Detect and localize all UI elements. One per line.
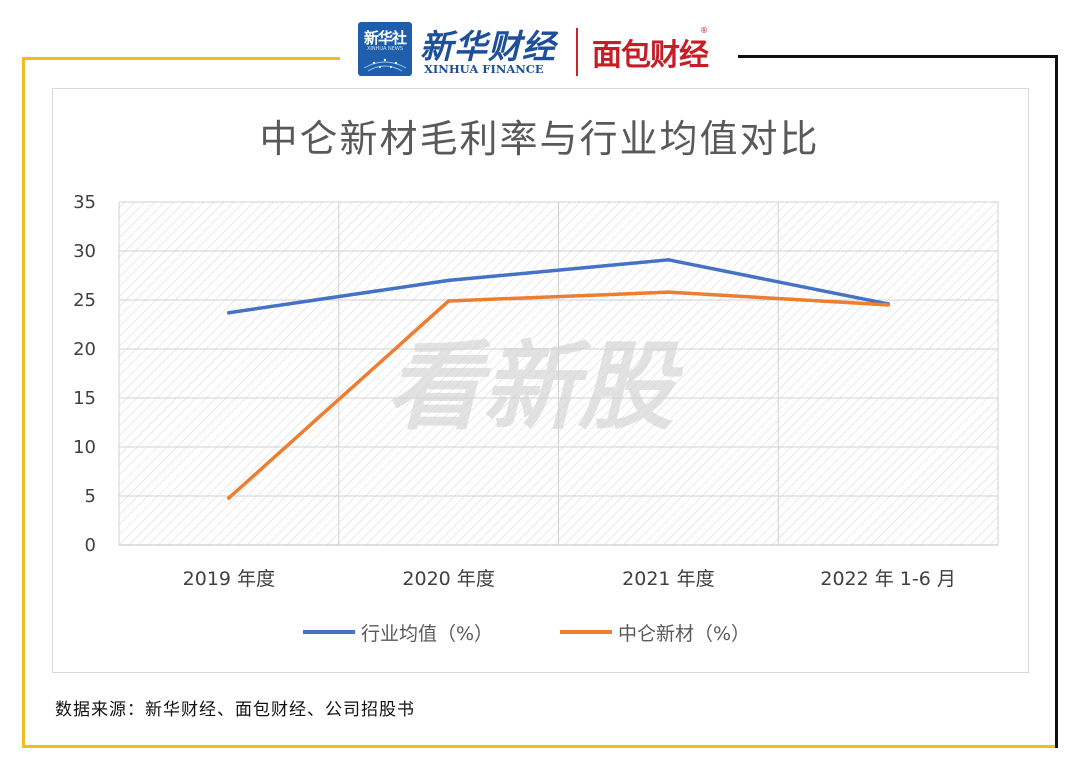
legend-swatch-company: [560, 630, 612, 634]
logo-divider: [576, 28, 578, 76]
series-line-company: [227, 290, 890, 500]
globe-icon: [363, 58, 407, 72]
legend-label-industry: 行业均值（%）: [361, 622, 494, 645]
y-tick-label: 30: [73, 241, 96, 262]
y-tick-label: 35: [73, 192, 96, 213]
header-logos: 新华社 XINHUA NEWS 新华财经 XINHUA FINANCE 面包财经…: [358, 20, 728, 80]
series-line-industry: [227, 258, 890, 315]
data-point: [227, 310, 231, 315]
data-point: [446, 278, 451, 283]
y-tick-label: 0: [85, 535, 96, 556]
chart-legend: 行业均值（%） 中仑新材（%）: [0, 612, 1080, 652]
legend-label-company: 中仑新材（%）: [618, 622, 751, 645]
chart-title: 中仑新材毛利率与行业均值对比: [259, 117, 820, 161]
grid-lines: [118, 201, 999, 546]
xinhua-finance-en-text: XINHUA FINANCE: [424, 62, 544, 76]
data-point: [227, 496, 231, 500]
frame-right-line: [1055, 55, 1058, 748]
data-point: [666, 290, 671, 294]
xinhua-news-logo: 新华社 XINHUA NEWS: [358, 22, 412, 76]
series-lines: [227, 258, 890, 500]
x-tick-label: 2022 年 1-6 月: [820, 568, 956, 590]
mianbao-finance-logo: 面包财经: [592, 38, 709, 73]
y-tick-label: 25: [73, 290, 96, 311]
xinhua-badge-text: 新华社: [363, 29, 407, 47]
xinhua-badge-en-text: XINHUA NEWS: [366, 46, 404, 52]
frame-top-right-line: [738, 55, 1058, 58]
y-axis-ticks: 0 5 10 15 20 25 30 35: [73, 192, 96, 556]
legend-item-company: 中仑新材（%）: [560, 612, 750, 652]
x-axis-ticks: 2019 年度 2020 年度 2021 年度 2022 年 1-6 月: [183, 568, 956, 590]
y-tick-label: 10: [73, 437, 96, 458]
frame-left-line: [22, 57, 25, 748]
xinhua-finance-logo: 新华财经: [420, 27, 556, 66]
y-tick-label: 5: [85, 486, 96, 507]
frame-bottom-line: [22, 745, 1056, 748]
data-point: [666, 258, 671, 262]
x-tick-label: 2021 年度: [622, 568, 714, 590]
data-point: [886, 303, 890, 307]
source-note: 数据来源：新华财经、面包财经、公司招股书: [55, 700, 415, 720]
watermark-text: 看新股: [386, 334, 684, 441]
x-tick-label: 2020 年度: [402, 568, 494, 590]
x-tick-label: 2019 年度: [183, 568, 275, 590]
y-tick-label: 20: [73, 339, 96, 360]
frame-top-left-line: [22, 57, 340, 60]
y-tick-label: 15: [73, 388, 96, 409]
registered-mark: ®: [700, 26, 708, 35]
legend-swatch-industry: [303, 630, 355, 634]
data-point: [446, 299, 451, 303]
legend-item-industry: 行业均值（%）: [303, 612, 493, 652]
